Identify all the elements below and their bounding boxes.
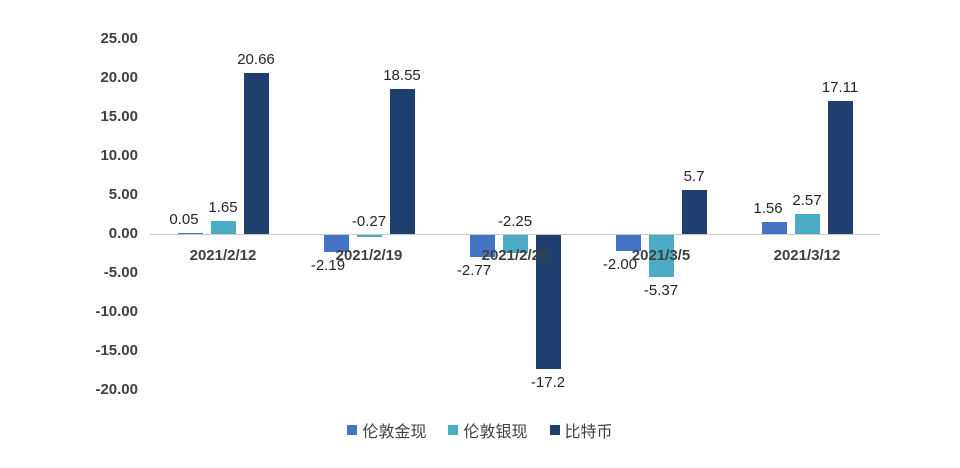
x-category-label: 2021/2/26 — [481, 247, 549, 264]
bar — [761, 221, 787, 234]
legend-swatch-icon — [448, 425, 459, 435]
bar — [615, 235, 641, 251]
y-tick-label: -5.00 — [103, 264, 138, 281]
bar — [323, 235, 349, 253]
legend-swatch-icon — [347, 425, 358, 435]
data-label: -2.19 — [310, 257, 346, 275]
legend-item: 比特币 — [549, 418, 613, 442]
y-tick-label: -20.00 — [95, 381, 138, 398]
y-tick-label: -10.00 — [95, 303, 138, 320]
data-label: -2.00 — [602, 255, 638, 273]
data-label: -2.25 — [497, 213, 533, 230]
y-tick-label: 5.00 — [108, 186, 138, 203]
y-tick-label: 10.00 — [100, 147, 138, 164]
x-category-label: 2021/2/12 — [189, 247, 257, 264]
data-label: -5.37 — [643, 281, 679, 299]
bar — [502, 235, 528, 253]
y-tick-label: 0.00 — [108, 225, 138, 242]
bar — [469, 235, 495, 257]
bar — [681, 189, 707, 234]
data-label: 1.56 — [753, 199, 783, 217]
y-tick-label: 15.00 — [100, 108, 138, 125]
y-tick-label: 20.00 — [100, 69, 138, 86]
x-axis-line — [150, 234, 880, 235]
x-category-label: 2021/3/5 — [631, 247, 691, 264]
bar — [210, 221, 236, 234]
legend-item: 伦敦银现 — [448, 418, 528, 442]
y-tick-label: 25.00 — [100, 30, 138, 47]
data-label: -17.2 — [530, 374, 566, 392]
x-category-label: 2021/3/12 — [773, 247, 841, 264]
legend-item: 伦敦金现 — [347, 418, 426, 442]
bar — [827, 100, 853, 234]
bar — [356, 235, 382, 238]
legend-label: 伦敦银现 — [463, 422, 528, 441]
bar — [243, 72, 269, 234]
bar — [389, 89, 415, 234]
data-label: -2.77 — [456, 261, 492, 279]
bar — [648, 235, 674, 277]
legend-swatch-icon — [549, 425, 560, 435]
data-label: 5.7 — [683, 167, 705, 185]
bar — [535, 235, 561, 370]
legend-label: 伦敦金现 — [362, 422, 427, 441]
data-label: 17.11 — [821, 78, 859, 96]
data-label: 20.66 — [237, 50, 275, 68]
legend-label: 比特币 — [564, 422, 613, 441]
data-label: 18.55 — [383, 67, 421, 85]
data-label: 0.05 — [169, 210, 199, 228]
data-label: 1.65 — [208, 199, 238, 217]
x-category-label: 2021/2/19 — [335, 247, 403, 264]
data-label: -0.27 — [351, 213, 387, 230]
bar — [177, 232, 203, 234]
y-tick-label: -15.00 — [95, 342, 138, 359]
data-label: 2.57 — [792, 191, 822, 209]
bar — [794, 213, 820, 234]
legend: 伦敦金现 伦敦银现 比特币 — [0, 418, 960, 442]
